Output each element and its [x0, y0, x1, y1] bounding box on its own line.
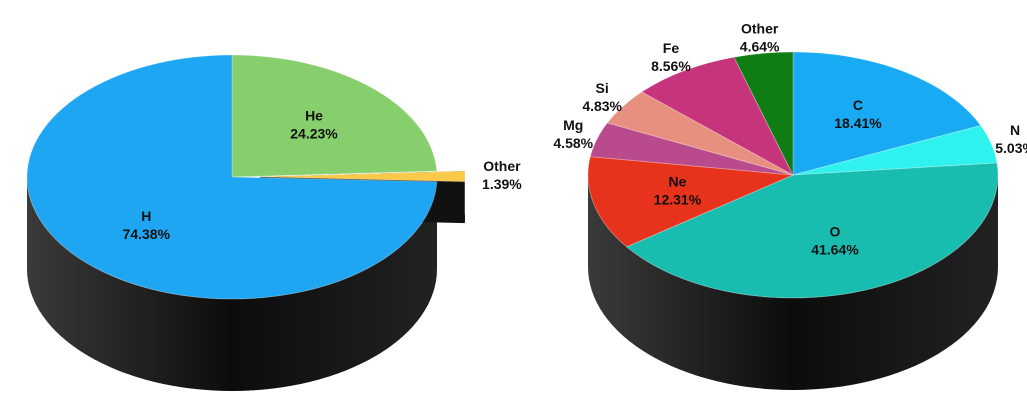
slice-label: H [141, 208, 151, 224]
pie-slice [589, 122, 794, 176]
pie-slice [792, 51, 982, 176]
slice-value: 41.64% [811, 241, 859, 257]
slice-label: C [853, 97, 863, 113]
pie-slice [625, 162, 999, 299]
slice-label: Other [483, 158, 521, 174]
slice-value: 74.38% [123, 226, 171, 242]
slice-label: N [1010, 122, 1020, 138]
pie-slice [640, 56, 795, 177]
pie-side [588, 175, 998, 390]
pie-slice [792, 124, 998, 176]
slice-value: 4.83% [582, 98, 622, 114]
pie-slice [26, 54, 438, 300]
slice-label: He [305, 107, 323, 123]
pie-chart: C 18.41% N 5.03% O 41.64% Ne 12.31% Mg 4.58% Si 4.8… [553, 20, 1027, 390]
slice-value: 18.41% [834, 115, 882, 131]
slice-label: Other [741, 20, 779, 36]
slice-value: 5.03% [995, 140, 1027, 156]
slice-value: 24.23% [290, 125, 338, 141]
pie-chart: He 24.23% Other 1.39% H 74.38% [26, 54, 522, 391]
slice-value: 8.56% [651, 58, 691, 74]
pie-slice [606, 91, 794, 176]
slice-value: 12.31% [654, 191, 702, 207]
pie-slice [587, 156, 794, 248]
slice-label: Ne [668, 173, 686, 189]
pie-slice [231, 54, 438, 178]
pie-side [27, 177, 437, 391]
slice-value: 4.64% [740, 38, 780, 54]
slice-label: O [830, 223, 841, 239]
pie-slice [259, 170, 466, 183]
slice-value: 1.39% [482, 176, 522, 192]
slice-label: Si [596, 80, 609, 96]
slice-label: Mg [563, 117, 583, 133]
pie-slice [733, 51, 794, 176]
slice-label: Fe [663, 40, 680, 56]
slice-value: 4.58% [553, 135, 593, 151]
